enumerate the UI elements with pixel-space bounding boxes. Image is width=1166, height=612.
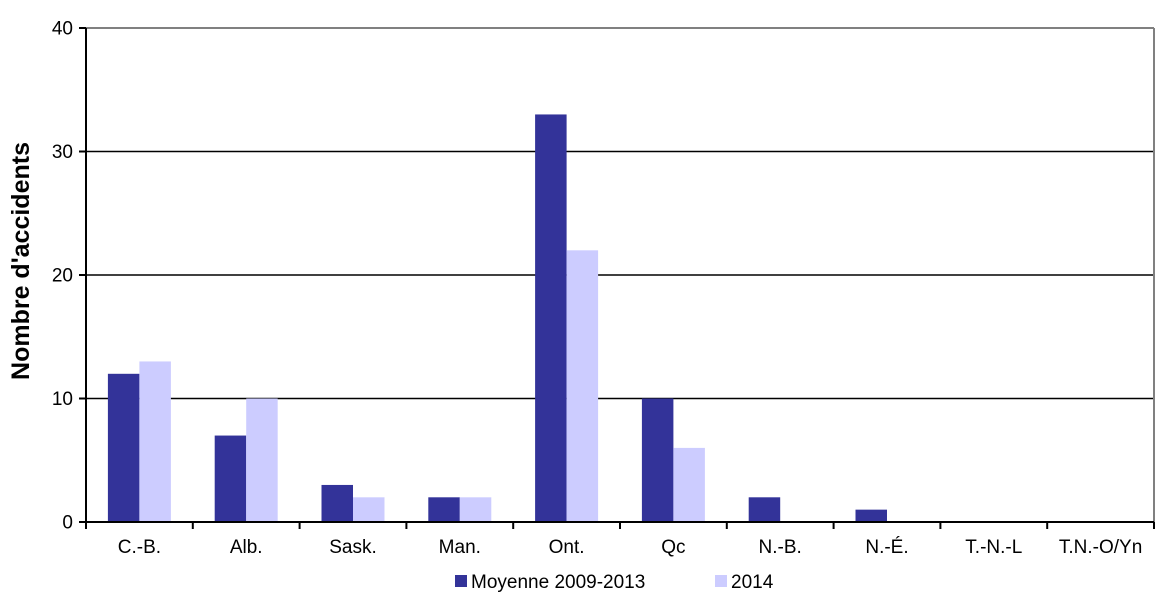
x-label-N.-B.: N.-B. <box>759 537 802 558</box>
y-tick-label-0: 0 <box>62 513 73 534</box>
bar-2014-C.-B. <box>139 361 171 522</box>
bar-2014-Qc <box>673 447 705 522</box>
x-label-Man.: Man. <box>439 537 481 558</box>
x-label-Ont.: Ont. <box>549 537 585 558</box>
plot-border <box>86 27 1155 522</box>
legend: Moyenne 2009-2013 2014 <box>455 572 774 593</box>
bar-moyenne-2009-2013-Qc <box>641 398 674 522</box>
y-axis-title: Nombre d'accidents <box>7 142 35 380</box>
bar-2014-Ont. <box>566 250 599 523</box>
x-label-C.-B.: C.-B. <box>118 537 161 558</box>
gridlines <box>86 150 1154 400</box>
bar-series <box>107 114 887 523</box>
bar-moyenne-2009-2013-Alb. <box>214 435 247 522</box>
y-tick-label-10: 10 <box>52 389 73 410</box>
bar-moyenne-2009-2013-Sask. <box>321 484 353 522</box>
legend-swatch-moyenne <box>455 575 467 587</box>
x-label-T.-N.-L: T.-N.-L <box>965 537 1022 558</box>
legend-label-2014: 2014 <box>731 572 774 593</box>
legend-label-moyenne: Moyenne 2009-2013 <box>471 572 645 593</box>
x-category-labels: C.-B. Alb. Sask. Man. Ont. Qc N.-B. N.-É. T.-N.-… <box>118 537 1143 558</box>
bar-2014-Man. <box>459 497 492 522</box>
x-label-Sask.: Sask. <box>329 537 377 558</box>
bar-moyenne-2009-2013-N.-B. <box>748 497 781 522</box>
bar-moyenne-2009-2013-Ont. <box>535 114 567 522</box>
bar-2014-Sask. <box>353 497 385 522</box>
x-label-N.-É.: N.-É. <box>865 537 908 558</box>
x-label-Qc: Qc <box>661 537 685 558</box>
tick-marks <box>79 27 1155 529</box>
x-label-T.N.-O/Yn: T.N.-O/Yn <box>1059 537 1142 558</box>
y-tick-label-20: 20 <box>52 266 73 287</box>
bar-moyenne-2009-2013-C.-B. <box>107 373 140 522</box>
y-tick-labels: 0 10 20 30 40 <box>52 19 73 534</box>
bar-2014-Alb. <box>246 398 278 522</box>
y-tick-label-30: 30 <box>52 142 73 163</box>
bar-moyenne-2009-2013-N.-É. <box>855 509 887 522</box>
legend-swatch-2014 <box>715 575 727 587</box>
x-label-Alb.: Alb. <box>230 537 263 558</box>
bar-moyenne-2009-2013-Man. <box>428 497 460 522</box>
y-tick-label-40: 40 <box>52 19 73 40</box>
